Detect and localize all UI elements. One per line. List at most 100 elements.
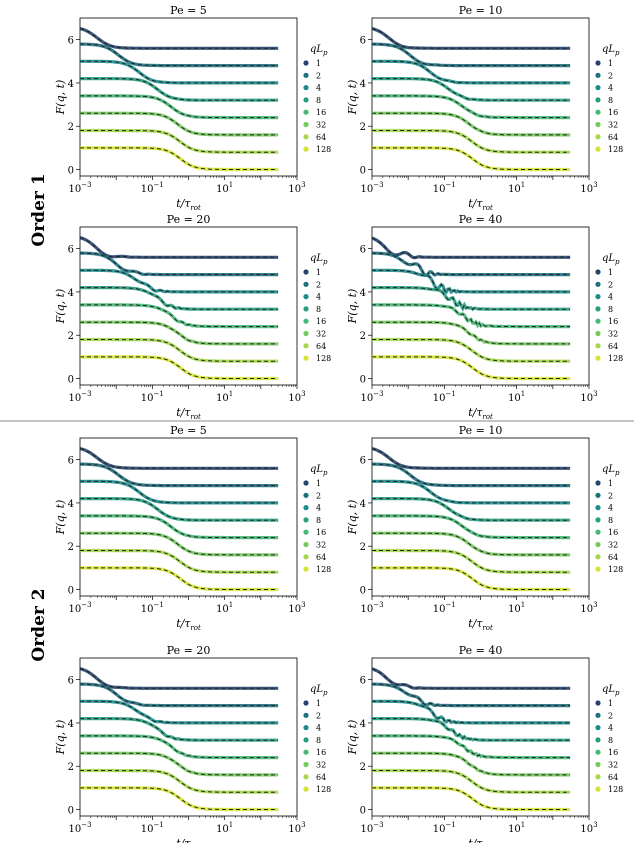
legend-title: qLp bbox=[310, 253, 328, 266]
y-axis-label: F(q, t) bbox=[346, 500, 359, 536]
y-axis-label: F(q, t) bbox=[54, 289, 67, 325]
legend-label-4: 4 bbox=[316, 293, 321, 302]
x-tick-label: 101 bbox=[216, 181, 233, 195]
legend-marker bbox=[595, 480, 601, 486]
legend-label-4: 4 bbox=[316, 724, 321, 733]
theory-line bbox=[372, 95, 571, 119]
legend-label-8: 8 bbox=[608, 736, 613, 745]
legend-label-4: 4 bbox=[316, 504, 321, 513]
legend-marker bbox=[595, 294, 601, 300]
theory-line bbox=[372, 550, 571, 573]
series-line-128 bbox=[371, 27, 571, 50]
theory-line bbox=[372, 252, 571, 276]
panel-title: Pe = 5 bbox=[170, 4, 207, 17]
x-axis-label: t/τrot bbox=[468, 406, 493, 421]
theory-line bbox=[80, 770, 279, 793]
x-tick-label: 10−1 bbox=[433, 390, 456, 404]
panel-5: Pe = 5 10−3 10−1 101 103 0 2 4 6 F(q, t) t/τrot qLp… bbox=[54, 424, 331, 632]
legend-marker bbox=[303, 269, 309, 275]
legend-label-32: 32 bbox=[608, 121, 618, 130]
theory-line bbox=[371, 28, 571, 49]
y-tick-label: 6 bbox=[68, 36, 74, 47]
theory-line bbox=[372, 43, 571, 67]
legend-marker bbox=[595, 492, 601, 498]
theory-line bbox=[371, 448, 571, 469]
legend-marker bbox=[595, 318, 601, 324]
panel-title: Pe = 40 bbox=[459, 644, 503, 657]
theory-line bbox=[372, 287, 571, 310]
panel-2: Pe = 10 10−3 10−1 101 103 0 2 4 6 F(q, t) t/τrot qL… bbox=[346, 4, 623, 212]
legend-label-128: 128 bbox=[608, 785, 623, 794]
theory-line bbox=[79, 668, 279, 689]
legend-marker bbox=[595, 700, 601, 706]
theory-line bbox=[372, 78, 571, 101]
legend-marker bbox=[303, 109, 309, 115]
legend-label-64: 64 bbox=[608, 553, 618, 562]
legend-marker bbox=[595, 269, 601, 275]
panel-6: Pe = 10 10−3 10−1 101 103 0 2 4 6 F(q, t) t/τrot qL… bbox=[346, 424, 623, 632]
legend-marker bbox=[303, 480, 309, 486]
series-line-128 bbox=[79, 446, 279, 470]
x-tick-label: 103 bbox=[580, 601, 597, 615]
theory-line bbox=[80, 532, 279, 556]
legend-marker bbox=[303, 121, 309, 128]
legend-label-128: 128 bbox=[316, 354, 331, 363]
y-tick-label: 0 bbox=[68, 806, 74, 817]
legend-label-2: 2 bbox=[316, 280, 321, 289]
y-tick-label: 4 bbox=[68, 79, 74, 90]
legend-label-128: 128 bbox=[316, 565, 331, 574]
legend-title: qLp bbox=[602, 464, 620, 477]
x-tick-label: 101 bbox=[216, 601, 233, 615]
legend-label-1: 1 bbox=[316, 699, 321, 708]
legend-title: qLp bbox=[602, 253, 620, 266]
legend-marker bbox=[303, 60, 309, 66]
panel-1: Pe = 5 10−3 10−1 101 103 0 2 4 6 F(q, t) t/τrot qLp… bbox=[54, 4, 331, 212]
theory-line bbox=[80, 787, 279, 810]
series-line-128 bbox=[371, 236, 571, 260]
x-tick-label: 103 bbox=[288, 390, 305, 404]
legend-label-128: 128 bbox=[608, 354, 623, 363]
theory-line bbox=[80, 700, 279, 724]
row-label-order-1: Order 1 bbox=[29, 173, 49, 246]
legend-marker bbox=[303, 725, 309, 731]
theory-line bbox=[80, 130, 279, 153]
legend-marker bbox=[595, 97, 601, 103]
theory-line bbox=[372, 515, 571, 539]
legend-label-16: 16 bbox=[608, 748, 618, 757]
legend-label-32: 32 bbox=[316, 121, 326, 130]
panel-8: Pe = 40 10−3 10−1 101 103 0 2 4 6 F(q, t) t/τrot qL… bbox=[346, 644, 623, 843]
legend-marker bbox=[595, 343, 601, 349]
legend-label-16: 16 bbox=[316, 317, 326, 326]
x-tick-label: 10−3 bbox=[360, 390, 383, 404]
legend-label-1: 1 bbox=[608, 268, 613, 277]
legend-label-32: 32 bbox=[608, 330, 618, 339]
theory-line bbox=[372, 683, 571, 707]
panel-title: Pe = 10 bbox=[459, 4, 503, 17]
theory-line bbox=[80, 718, 279, 741]
legend-marker bbox=[303, 700, 309, 706]
legend-label-4: 4 bbox=[608, 724, 613, 733]
y-axis-label: F(q, t) bbox=[54, 500, 67, 536]
y-tick-label: 2 bbox=[68, 331, 74, 342]
series-line-128 bbox=[371, 667, 571, 690]
legend-label-64: 64 bbox=[316, 553, 326, 562]
series-line-8 bbox=[372, 734, 571, 760]
theory-line bbox=[372, 112, 571, 136]
legend-label-8: 8 bbox=[316, 516, 321, 525]
x-tick-label: 101 bbox=[508, 821, 525, 835]
legend-marker bbox=[595, 134, 601, 140]
legend-marker bbox=[303, 541, 309, 548]
x-tick-label: 103 bbox=[580, 390, 597, 404]
legend-marker bbox=[595, 517, 601, 523]
theory-line bbox=[79, 28, 279, 49]
x-tick-label: 101 bbox=[216, 390, 233, 404]
y-tick-label: 6 bbox=[360, 456, 366, 467]
x-tick-label: 10−1 bbox=[433, 181, 456, 195]
theory-line bbox=[372, 480, 571, 504]
theory-line bbox=[80, 112, 279, 136]
legend-label-4: 4 bbox=[316, 84, 321, 93]
theory-line bbox=[80, 498, 279, 521]
x-tick-label: 101 bbox=[508, 601, 525, 615]
x-axis-label: t/τrot bbox=[176, 406, 201, 421]
